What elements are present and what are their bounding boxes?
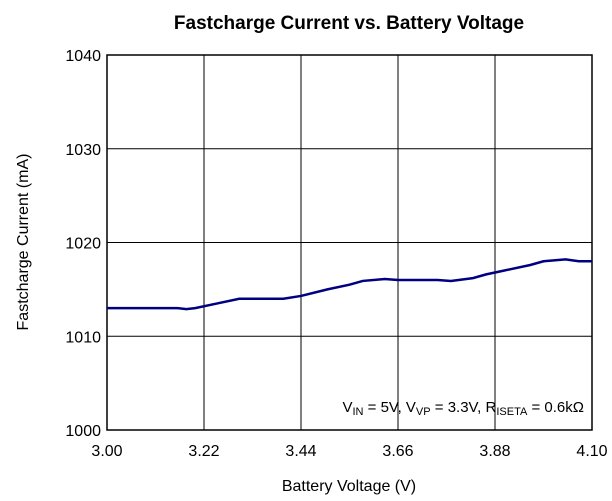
x-tick-label: 3.44 — [285, 443, 316, 460]
x-tick-label: 3.88 — [479, 443, 510, 460]
y-tick-label: 1030 — [65, 142, 101, 159]
annotation-part: ISETA — [496, 406, 528, 418]
annotation-part: = 3.3V, R — [431, 399, 497, 416]
x-tick-label: 4.10 — [576, 443, 607, 460]
plot-frame — [106, 54, 593, 431]
data-line — [107, 258, 592, 311]
x-tick-label: 3.00 — [91, 443, 122, 460]
y-tick-label: 1000 — [65, 423, 101, 440]
y-tick-label: 1010 — [65, 329, 101, 346]
annotation-part: V — [342, 399, 352, 416]
y-axis-label: Fastcharge Current (mA) — [15, 154, 32, 331]
x-tick-label: 3.22 — [188, 443, 219, 460]
annotation-part: = 0.6kΩ — [527, 399, 584, 416]
y-tick-label: 1040 — [65, 48, 101, 65]
annotation-part: = 5V, V — [364, 399, 416, 416]
annotation-part: IN — [353, 406, 364, 418]
annotation: VIN = 5V, VVP = 3.3V, RISETA = 0.6kΩ — [342, 399, 584, 418]
y-tick-label: 1020 — [65, 236, 101, 253]
chart-title: Fastcharge Current vs. Battery Voltage — [174, 13, 524, 34]
x-tick-label: 3.66 — [382, 443, 413, 460]
x-axis-label: Battery Voltage (V) — [282, 478, 416, 495]
annotation-part: VP — [416, 406, 431, 418]
